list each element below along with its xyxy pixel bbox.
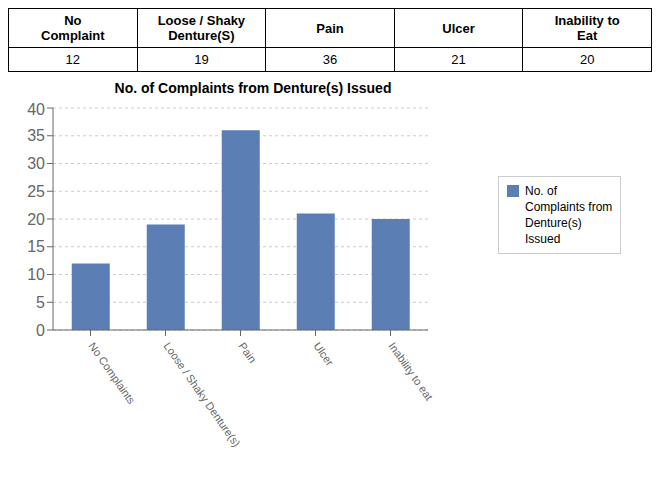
svg-text:Pain: Pain [236, 340, 258, 365]
html-text:Ulcer: Ulcer [442, 20, 475, 36]
svg-text:35: 35 [27, 127, 45, 144]
svg-text:0: 0 [36, 322, 45, 339]
html-text:No. of Complaints from Denture: No. of Complaints from Denture(s) Issued [114, 80, 392, 96]
svg-text:20: 20 [27, 211, 45, 228]
svg-text:30: 30 [27, 155, 45, 172]
html-text:21: 21 [451, 52, 466, 67]
svg-text:5: 5 [36, 294, 45, 311]
html-text:No. of Complaints from Denture: No. of Complaints from Denture(s) Issued [525, 184, 613, 246]
html-text:19: 19 [194, 52, 209, 67]
html-text:36: 36 [322, 52, 338, 67]
svg-text:40: 40 [27, 101, 45, 118]
svg-text:15: 15 [27, 238, 45, 255]
html-text:Pain: Pain [316, 20, 344, 36]
svg-text:No Complaints: No Complaints [86, 340, 137, 406]
svg-text:Ulcer: Ulcer [311, 340, 336, 368]
html-text:12: 12 [65, 52, 80, 67]
svg-text:25: 25 [27, 183, 45, 200]
html-text:No Complaint: No Complaint [41, 13, 105, 43]
html-text:Inability to Eat: Inability to Eat [554, 13, 620, 43]
svg-text:10: 10 [27, 266, 45, 283]
html-text:20: 20 [580, 52, 595, 67]
html-text:Loose / Shaky Denture(S): Loose / Shaky Denture(S) [157, 13, 246, 43]
svg-text:Inability to eat: Inability to eat [386, 340, 435, 402]
svg-text:Loose / Shaky Denture(s): Loose / Shaky Denture(s) [161, 340, 242, 449]
